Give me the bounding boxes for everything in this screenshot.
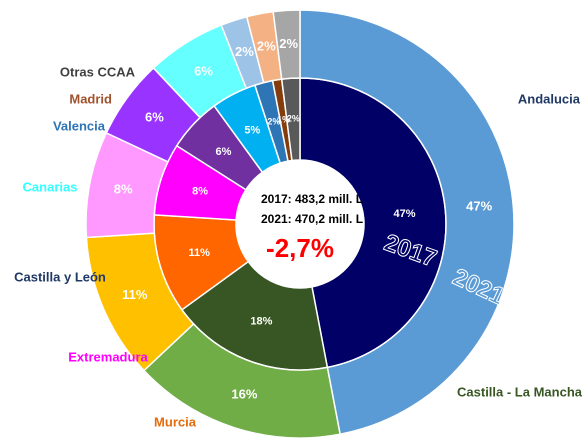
- category-label: Castilla - La Mancha: [457, 384, 583, 399]
- value-label: 6%: [194, 63, 213, 78]
- category-label: Castilla y León: [14, 269, 106, 284]
- value-label: 47%: [466, 198, 492, 213]
- slice: [272, 9, 301, 80]
- category-label: Extremadura: [68, 349, 148, 364]
- donut: [85, 9, 515, 439]
- annotation: -2,7%: [266, 233, 334, 263]
- category-label: Canarias: [23, 179, 78, 194]
- value-label: 2%: [257, 39, 276, 54]
- value-label: 2%: [279, 36, 298, 51]
- category-label: Andalucia: [518, 91, 581, 106]
- annotation: 2017: 483,2 mill. L: [261, 192, 363, 206]
- center-hole: [236, 160, 364, 288]
- category-label: Madrid: [69, 91, 112, 106]
- value-label: 8%: [114, 182, 133, 197]
- value-label: 6%: [216, 146, 232, 158]
- value-label: 11%: [122, 287, 148, 302]
- annotation: 2021: 470,2 mill. L: [261, 212, 363, 226]
- slice: [299, 9, 515, 436]
- value-label: 47%: [394, 208, 416, 220]
- category-label: Otras CCAA: [60, 64, 136, 79]
- value-label: 2%: [287, 114, 300, 124]
- value-label: 16%: [231, 387, 257, 402]
- value-label: 18%: [250, 316, 272, 328]
- value-label: 11%: [188, 247, 210, 259]
- category-label: Valencia: [53, 118, 106, 133]
- value-label: 2%: [235, 44, 254, 59]
- value-label: 2%: [267, 117, 280, 127]
- value-label: 1%: [277, 115, 290, 125]
- category-label: Murcia: [154, 414, 197, 429]
- value-label: 5%: [244, 124, 260, 136]
- value-label: 6%: [145, 110, 164, 125]
- value-label: 8%: [192, 185, 208, 197]
